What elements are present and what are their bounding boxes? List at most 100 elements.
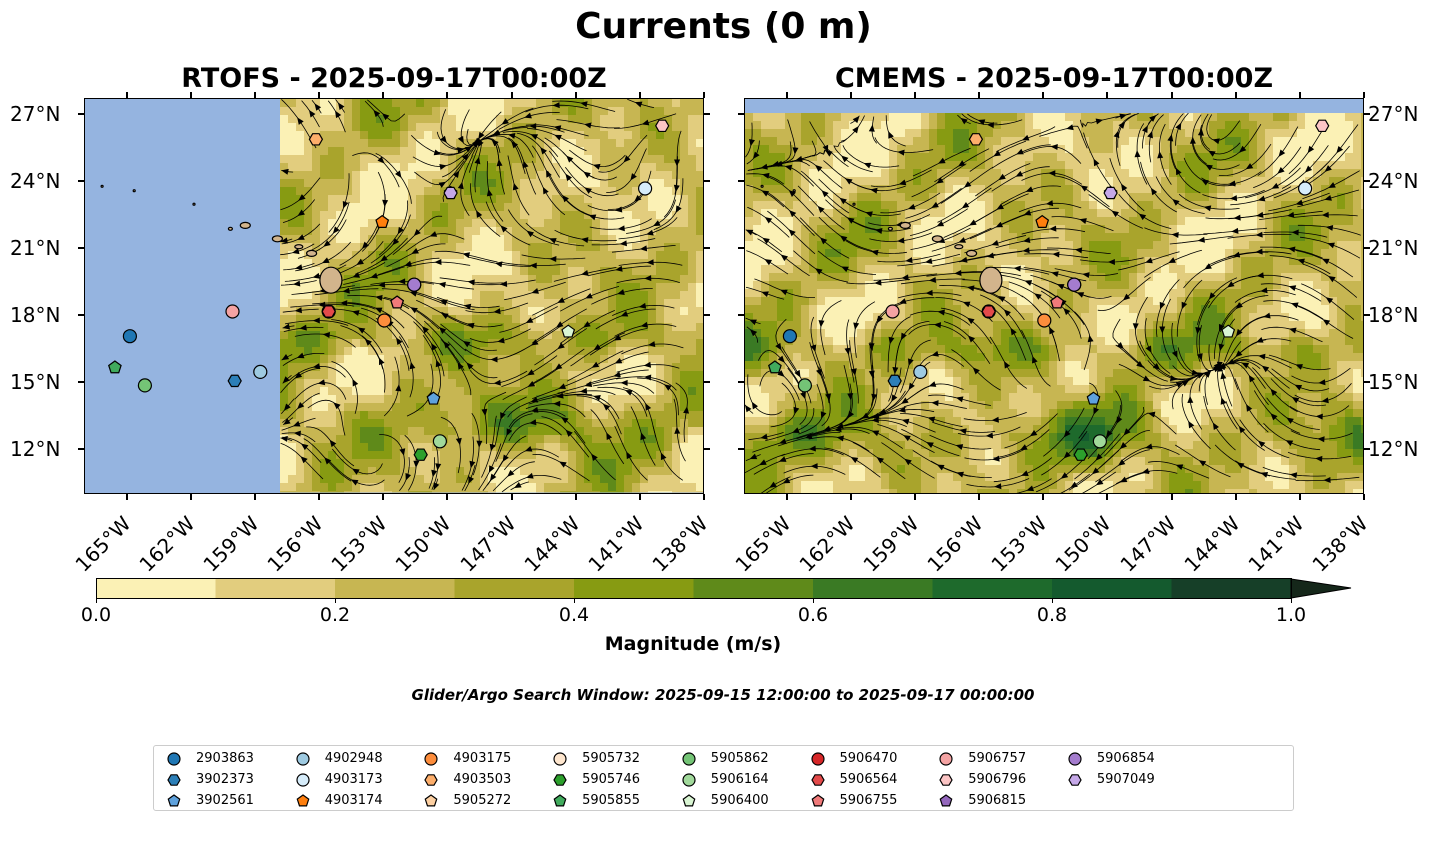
cmems-lat-tick-left bbox=[738, 314, 744, 317]
cmems-lon-tick-top bbox=[1170, 92, 1173, 98]
cmems-lon-tick-bottom bbox=[1170, 494, 1173, 500]
cmems-lon-tick-top bbox=[1042, 92, 1045, 98]
rtofs-panel-title: RTOFS - 2025-09-17T00:00Z bbox=[181, 63, 607, 94]
rtofs-lon-tick-bottom bbox=[574, 494, 577, 500]
rtofs-current-map bbox=[85, 99, 703, 493]
lat-label-left: 12°N bbox=[10, 437, 61, 462]
legend-label: 5905862 bbox=[710, 751, 769, 766]
cmems-lon-tick-top bbox=[1234, 92, 1237, 98]
circle-marker-icon bbox=[1068, 752, 1082, 766]
hexagon-marker-icon bbox=[810, 774, 825, 786]
lat-label-right: 18°N bbox=[1368, 303, 1419, 328]
legend-item-5906564: 5906564 bbox=[810, 771, 930, 789]
rtofs-lat-tick-right bbox=[704, 381, 710, 384]
float-marker-5906755 bbox=[1050, 295, 1064, 309]
legend-item-5907049: 5907049 bbox=[1067, 771, 1187, 789]
cmems-lon-tick-bottom bbox=[849, 494, 852, 500]
legend-item-5905746: 5905746 bbox=[552, 771, 672, 789]
circle-marker-icon bbox=[296, 773, 310, 787]
lat-label-right: 27°N bbox=[1368, 101, 1419, 126]
rtofs-lon-tick-bottom bbox=[382, 494, 385, 500]
hexagon-marker-icon bbox=[939, 774, 953, 786]
rtofs-lat-tick-right bbox=[704, 246, 710, 249]
legend-item-5906755: 5906755 bbox=[810, 792, 930, 810]
cmems-lon-tick-top bbox=[785, 92, 788, 98]
rtofs-lat-tick-right bbox=[704, 179, 710, 182]
rtofs-lat-tick-left bbox=[78, 448, 84, 451]
float-marker-3902561 bbox=[1086, 391, 1101, 405]
legend-item-2903863: 2903863 bbox=[166, 750, 286, 768]
legend-label: 5906164 bbox=[710, 772, 769, 787]
float-marker-5905746 bbox=[1073, 448, 1088, 461]
legend-item-5905862: 5905862 bbox=[681, 750, 801, 768]
legend-item-5906796: 5906796 bbox=[938, 771, 1058, 789]
colorbar-bin bbox=[96, 579, 216, 598]
lat-label-right: 15°N bbox=[1368, 370, 1419, 395]
rtofs-lon-tick-top bbox=[703, 92, 705, 98]
colorbar-tick bbox=[1051, 599, 1053, 603]
pentagon-marker-icon bbox=[296, 794, 310, 807]
rtofs-map-panel bbox=[84, 98, 704, 494]
hawaiian-islands bbox=[100, 184, 343, 294]
legend-label: 5906755 bbox=[839, 793, 898, 808]
circle-marker-icon bbox=[167, 752, 181, 766]
rtofs-lon-tick-top bbox=[638, 92, 641, 98]
rtofs-lon-tick-top bbox=[318, 92, 321, 98]
float-marker-4903173 bbox=[637, 181, 653, 196]
cmems-lon-tick-bottom bbox=[1106, 494, 1109, 500]
circle-marker-icon bbox=[939, 752, 953, 766]
colorbar-tick bbox=[334, 599, 336, 603]
legend-item-5906400: 5906400 bbox=[681, 792, 801, 810]
legend-label: 5906854 bbox=[1096, 751, 1155, 766]
float-markers bbox=[768, 119, 1330, 461]
cmems-lon-tick-bottom bbox=[1298, 494, 1301, 500]
cmems-lat-tick-left bbox=[738, 381, 744, 384]
rtofs-lat-tick-left bbox=[78, 314, 84, 317]
circle-marker-icon bbox=[424, 752, 438, 766]
rtofs-lon-tick-top bbox=[189, 92, 192, 98]
pentagon-marker-icon bbox=[939, 794, 953, 807]
float-marker-5905855 bbox=[768, 360, 782, 374]
legend-label: 5905855 bbox=[582, 793, 640, 808]
colorbar-bin bbox=[335, 579, 455, 598]
cmems-lon-tick-top bbox=[1363, 92, 1365, 98]
circle-marker-icon bbox=[682, 773, 696, 787]
colorbar bbox=[96, 578, 1352, 599]
legend-label: 5905732 bbox=[582, 751, 640, 766]
rtofs-lon-tick-bottom bbox=[254, 494, 257, 500]
cmems-lat-tick-right bbox=[1364, 246, 1370, 249]
float-marker-3902373 bbox=[887, 374, 902, 388]
colorbar-bin bbox=[813, 579, 933, 598]
colorbar-extend-arrow bbox=[1290, 578, 1352, 599]
rtofs-lon-tick-bottom bbox=[510, 494, 513, 500]
colorbar-tick-label: 1.0 bbox=[1275, 604, 1307, 626]
legend-item-5905855: 5905855 bbox=[552, 792, 672, 810]
rtofs-lon-tick-bottom bbox=[638, 494, 641, 500]
hexagon-marker-icon bbox=[424, 774, 439, 786]
legend-item-5906470: 5906470 bbox=[810, 750, 930, 768]
legend-label: 5906796 bbox=[968, 772, 1027, 787]
lat-label-right: 21°N bbox=[1368, 235, 1419, 260]
legend-label: 5906564 bbox=[839, 772, 898, 787]
colorbar-bin bbox=[1052, 579, 1172, 598]
colorbar-bin bbox=[932, 579, 1053, 598]
cmems-lon-tick-top bbox=[1298, 92, 1301, 98]
colorbar-tick bbox=[1290, 599, 1292, 603]
pentagon-marker-icon bbox=[682, 794, 696, 807]
float-marker-5906564 bbox=[981, 305, 996, 318]
cmems-lon-tick-bottom bbox=[785, 494, 788, 500]
float-marker-2903863 bbox=[782, 329, 798, 344]
legend-label: 5907049 bbox=[1096, 772, 1155, 787]
colorbar-tick-labels: 0.0 0.2 0.4 0.6 0.8 1.0 bbox=[0, 604, 1447, 628]
float-marker-5905862 bbox=[137, 378, 153, 393]
pentagon-marker-icon bbox=[553, 794, 567, 807]
cmems-panel-title: CMEMS - 2025-09-17T00:00Z bbox=[834, 63, 1274, 94]
legend-label: 5906400 bbox=[710, 793, 769, 808]
rtofs-lon-tick-top bbox=[254, 92, 257, 98]
cmems-lat-tick-right bbox=[1364, 112, 1370, 115]
legend-item-5906815: 5906815 bbox=[938, 792, 1058, 810]
rtofs-lon-tick-bottom bbox=[446, 494, 449, 500]
legend-label: 3902561 bbox=[196, 793, 254, 808]
current-magnitude-field bbox=[280, 99, 703, 493]
cmems-lon-tick-bottom bbox=[1363, 494, 1365, 500]
